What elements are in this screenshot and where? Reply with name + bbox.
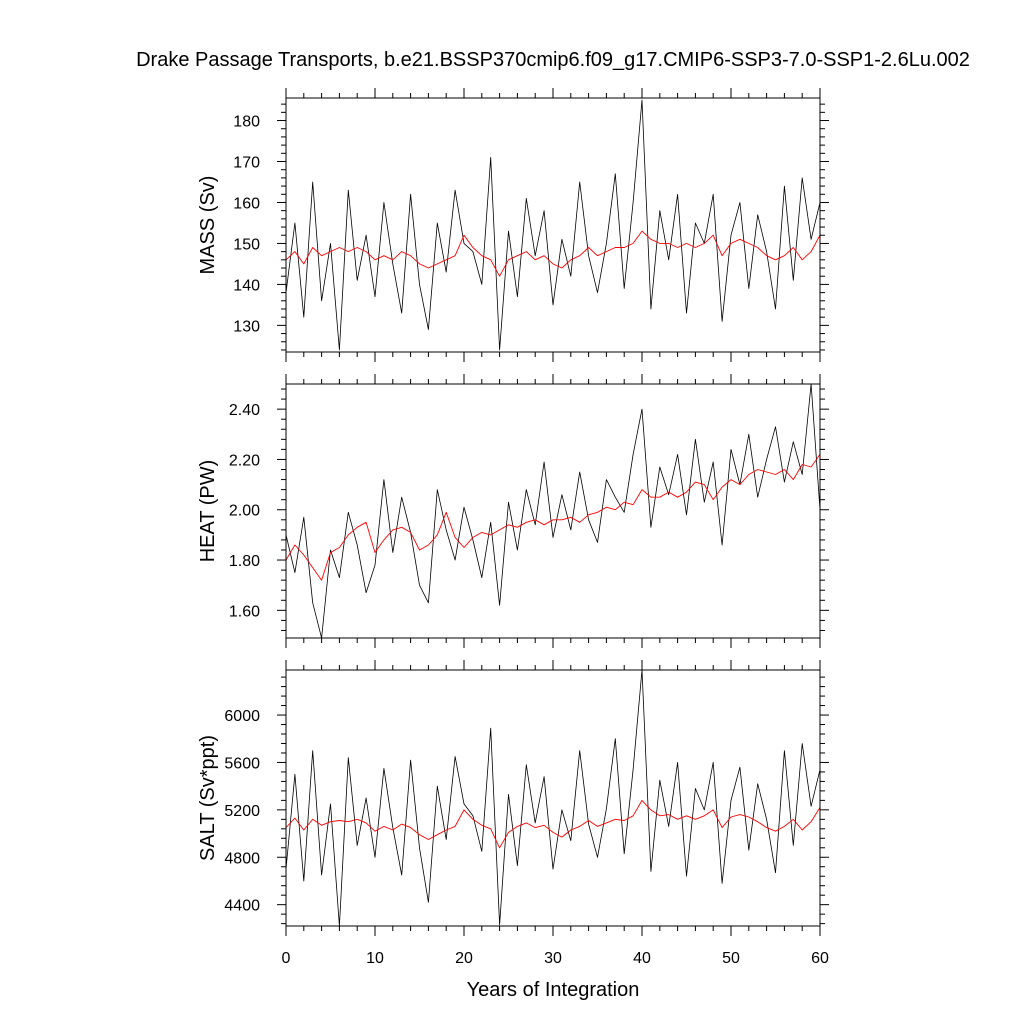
- y-tick-label: 6000: [224, 708, 260, 725]
- x-tick-label: 20: [455, 950, 473, 967]
- y-tick-label: 2.40: [229, 402, 260, 419]
- series-line-smooth: [286, 799, 820, 849]
- y-axis-label: SALT (Sv*ppt): [197, 735, 219, 861]
- series-line-raw: [286, 384, 820, 638]
- y-tick-label: 140: [233, 277, 260, 294]
- panel-3: 4400 4800 5200 5600 6000 0 10 20 30 40 50 60 SALT (S…: [197, 660, 829, 967]
- x-tick-label: 60: [811, 950, 829, 967]
- x-tick-label: 50: [722, 950, 740, 967]
- series-line-smooth: [286, 454, 820, 581]
- series-line-raw: [286, 670, 820, 926]
- panel-frame: [285, 383, 821, 639]
- y-tick-label: 170: [233, 155, 260, 172]
- y-tick-label: 2.00: [229, 503, 260, 520]
- chart-title: Drake Passage Transports, b.e21.BSSP370c…: [136, 49, 970, 71]
- panels-group: 130 140 150 160 170 180 MASS (Sv) 1.60 1.80 2.00 2…: [197, 88, 829, 967]
- series-line-raw: [286, 99, 820, 351]
- panel-frame: [285, 97, 821, 353]
- x-tick-label: 10: [366, 950, 384, 967]
- y-axis-label: MASS (Sv): [197, 176, 219, 275]
- panel-2: 1.60 1.80 2.00 2.20 2.40 HEAT (PW): [197, 374, 829, 648]
- y-tick-label: 160: [233, 195, 260, 212]
- series-line-smooth: [286, 230, 820, 277]
- y-tick-label: 1.80: [229, 553, 260, 570]
- y-tick-label: 2.20: [229, 452, 260, 469]
- x-tick-label: 30: [544, 950, 562, 967]
- x-tick-label: 0: [282, 950, 291, 967]
- y-tick-label: 5200: [224, 803, 260, 820]
- panel-1: 130 140 150 160 170 180 MASS (Sv): [197, 88, 829, 362]
- y-tick-label: 4400: [224, 898, 260, 915]
- y-tick-label: 150: [233, 236, 260, 253]
- y-tick-label: 1.60: [229, 603, 260, 620]
- y-tick-label: 130: [233, 318, 260, 335]
- y-tick-label: 4800: [224, 850, 260, 867]
- y-tick-label: 5600: [224, 755, 260, 772]
- x-axis-label: Years of Integration: [467, 979, 640, 1001]
- x-tick-label: 40: [633, 950, 651, 967]
- y-axis-label: HEAT (PW): [197, 460, 219, 563]
- y-tick-label: 180: [233, 114, 260, 131]
